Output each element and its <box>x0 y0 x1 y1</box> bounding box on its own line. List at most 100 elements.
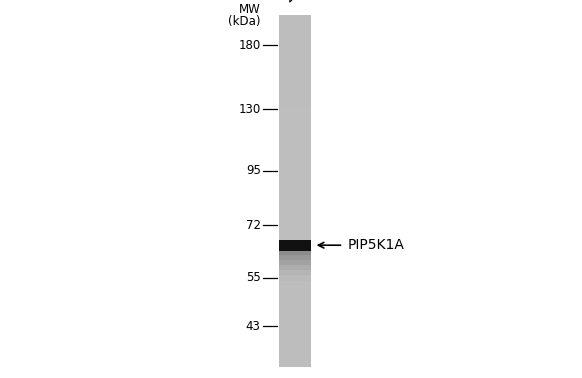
Bar <box>279 210 311 212</box>
Bar <box>279 344 311 345</box>
Bar <box>279 251 311 260</box>
Bar <box>279 251 311 265</box>
Bar <box>279 231 311 233</box>
Bar <box>279 224 311 226</box>
Bar <box>279 29 311 31</box>
Bar <box>279 77 311 78</box>
Bar <box>279 363 311 365</box>
Bar <box>279 359 311 361</box>
Bar <box>279 159 311 161</box>
Bar <box>279 94 311 96</box>
Bar <box>279 108 311 110</box>
Bar <box>279 228 311 229</box>
Bar <box>279 71 311 73</box>
Bar <box>279 274 311 275</box>
Bar <box>279 161 311 163</box>
Bar <box>279 34 311 36</box>
Bar <box>279 229 311 231</box>
Bar <box>279 258 311 259</box>
Bar <box>279 270 311 272</box>
Bar <box>279 22 311 24</box>
Bar <box>279 226 311 228</box>
Bar <box>279 150 311 152</box>
Bar <box>279 107 311 108</box>
Bar <box>279 54 311 56</box>
Bar <box>279 309 311 310</box>
Bar <box>279 249 311 251</box>
Text: 95: 95 <box>246 164 261 177</box>
Bar <box>279 187 311 189</box>
Bar <box>279 43 311 45</box>
Bar <box>279 24 311 26</box>
Bar <box>279 345 311 347</box>
Bar <box>279 136 311 138</box>
Bar <box>279 170 311 172</box>
Bar <box>279 113 311 115</box>
Bar <box>279 20 311 22</box>
Bar <box>279 47 311 48</box>
Bar <box>279 291 311 293</box>
Bar <box>279 212 311 214</box>
Bar <box>279 307 311 309</box>
Bar <box>279 251 311 281</box>
Bar <box>279 193 311 194</box>
Bar <box>279 298 311 300</box>
Bar <box>279 247 311 249</box>
Text: 180: 180 <box>239 39 261 52</box>
Bar <box>279 158 311 159</box>
Bar <box>279 223 311 224</box>
Bar <box>279 96 311 98</box>
Bar <box>279 275 311 277</box>
Bar <box>279 163 311 164</box>
Bar <box>279 191 311 193</box>
Bar <box>279 75 311 77</box>
Bar <box>279 351 311 353</box>
Text: (kDa): (kDa) <box>228 15 261 28</box>
Bar <box>279 337 311 339</box>
Bar <box>279 78 311 80</box>
Bar <box>279 198 311 200</box>
Text: PIP5K1A: PIP5K1A <box>348 238 405 252</box>
Bar <box>279 154 311 156</box>
Bar <box>279 207 311 209</box>
Bar <box>279 256 311 258</box>
Bar <box>279 180 311 182</box>
Bar <box>279 328 311 330</box>
Bar <box>279 201 311 203</box>
Bar <box>279 265 311 266</box>
Bar <box>279 93 311 94</box>
Bar <box>279 286 311 288</box>
Bar <box>279 99 311 101</box>
Bar <box>279 205 311 207</box>
Bar <box>279 143 311 145</box>
Bar <box>279 184 311 186</box>
Bar <box>279 319 311 321</box>
Bar <box>279 254 311 256</box>
Bar <box>279 68 311 70</box>
Bar <box>279 244 311 245</box>
Bar <box>279 196 311 198</box>
Bar <box>279 305 311 307</box>
Bar <box>279 124 311 126</box>
Bar <box>279 263 311 265</box>
Bar <box>279 64 311 66</box>
Bar <box>279 38 311 40</box>
Bar <box>279 98 311 99</box>
Bar <box>279 321 311 323</box>
Bar <box>279 126 311 128</box>
Bar <box>279 266 311 268</box>
Bar <box>279 117 311 119</box>
Bar <box>279 87 311 89</box>
Bar <box>279 129 311 131</box>
Bar <box>279 316 311 318</box>
Bar <box>279 294 311 296</box>
Bar <box>279 217 311 219</box>
Bar <box>279 152 311 154</box>
Bar <box>279 268 311 270</box>
Bar <box>279 182 311 184</box>
Bar <box>279 168 311 170</box>
Bar <box>279 91 311 93</box>
Bar <box>279 194 311 196</box>
Bar <box>279 237 311 239</box>
Bar <box>279 242 311 244</box>
